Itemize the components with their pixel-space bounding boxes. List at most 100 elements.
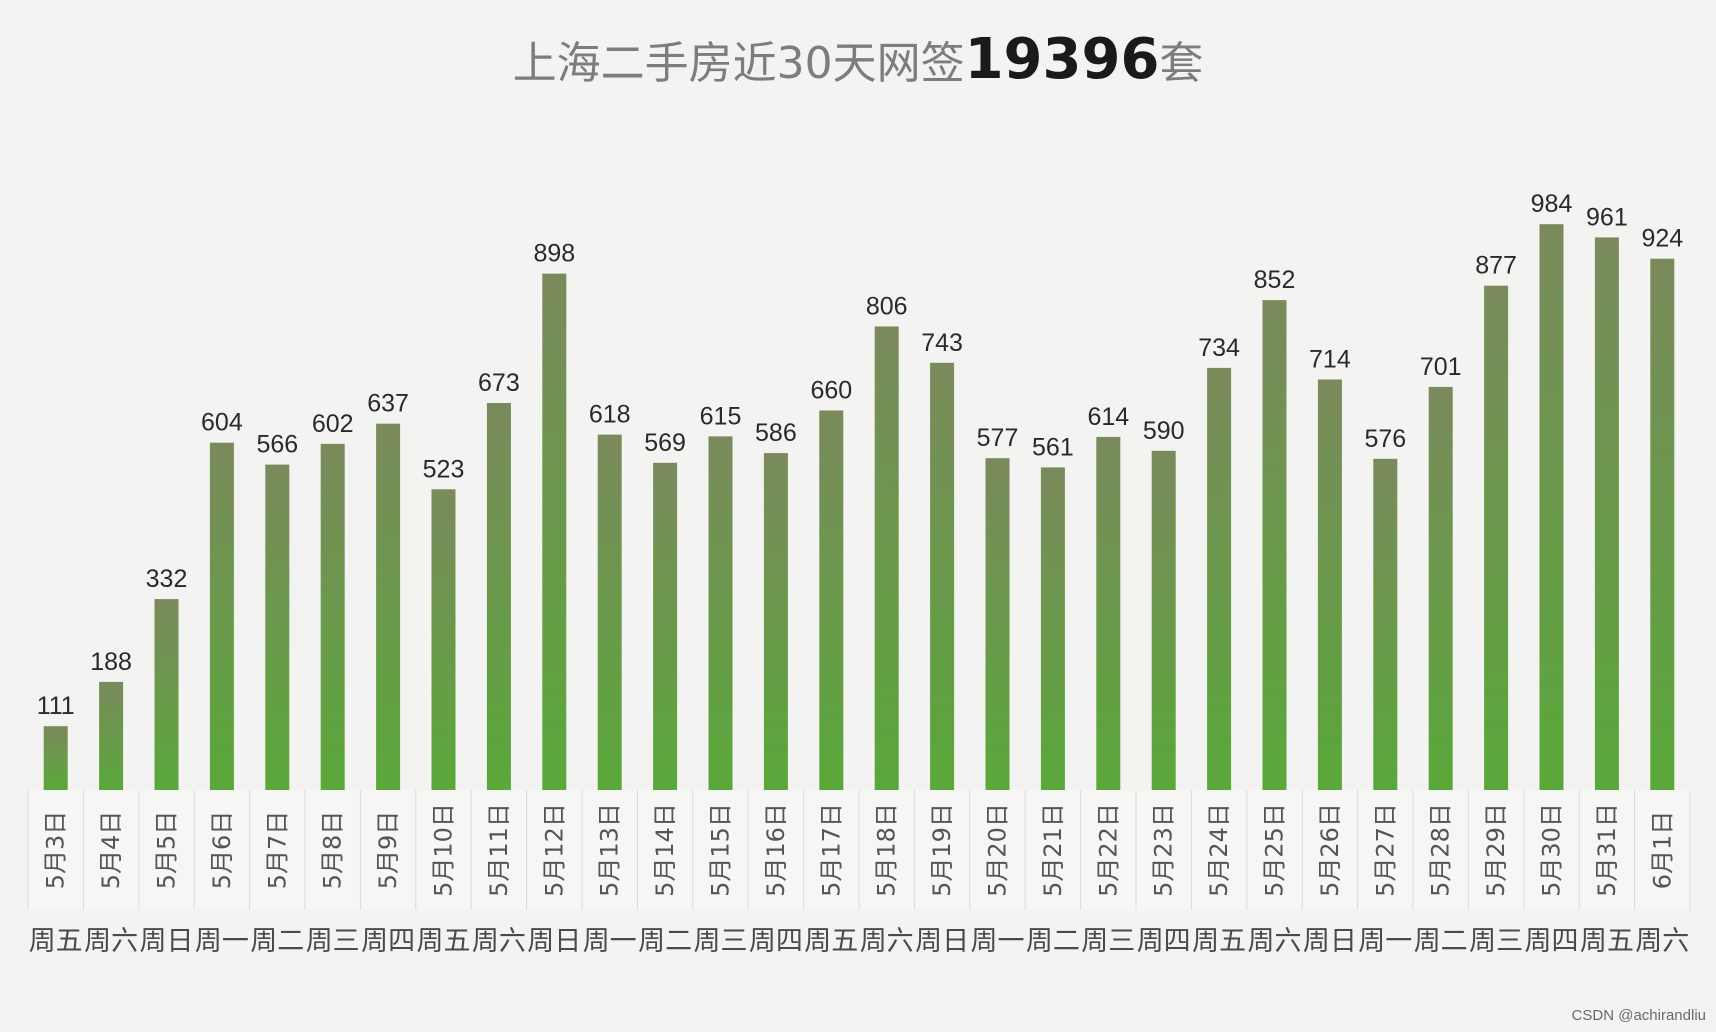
data-label: 615 (700, 402, 742, 430)
bar (763, 453, 788, 790)
tick-label-date: 5月8日 (319, 811, 347, 890)
data-label: 569 (644, 429, 686, 457)
tick-label-weekday: 周六 (84, 926, 138, 957)
bar (1539, 224, 1564, 790)
bar (1040, 467, 1065, 790)
tick-label-date: 5月14日 (651, 803, 679, 897)
tick-label-date: 5月11日 (485, 803, 513, 897)
data-label: 618 (589, 401, 631, 429)
data-label: 590 (1143, 417, 1185, 445)
bar (154, 599, 179, 790)
tick-label-weekday: 周二 (1026, 926, 1080, 957)
data-label: 332 (146, 565, 188, 593)
tick-label-date: 5月9日 (374, 811, 402, 890)
tick-label-date: 5月28日 (1427, 803, 1455, 897)
bar (653, 462, 678, 790)
tick-label-date: 5月18日 (873, 803, 901, 897)
bar (708, 436, 733, 790)
bar (1594, 237, 1619, 790)
data-label: 743 (921, 329, 963, 357)
tick-label-date: 5月17日 (817, 803, 845, 897)
tick-label-date: 5月27日 (1371, 803, 1399, 897)
bar (542, 273, 567, 791)
data-label: 714 (1309, 346, 1351, 374)
bar (486, 403, 511, 790)
tick-label-weekday: 周三 (694, 926, 748, 957)
tick-label-date: 5月23日 (1150, 803, 1178, 897)
data-label: 701 (1420, 353, 1462, 381)
data-label: 852 (1254, 266, 1296, 294)
data-label: 577 (977, 424, 1019, 452)
bar (209, 442, 234, 790)
tick-label-date: 5月20日 (984, 803, 1012, 897)
bar (1428, 386, 1453, 790)
tick-label-weekday: 周一 (583, 926, 637, 957)
tick-label-date: 5月7日 (263, 811, 291, 890)
tick-label-weekday: 周三 (306, 926, 360, 957)
data-label: 673 (478, 369, 520, 397)
bar (265, 464, 290, 790)
data-label: 566 (256, 431, 298, 459)
value-labels-layer: 111 188 332 604 566 602 637 523 673 898 618 569 615 5… (37, 190, 1684, 720)
bar (1096, 436, 1121, 790)
tick-label-weekday: 周六 (860, 926, 914, 957)
tick-label-date: 5月25日 (1261, 803, 1289, 897)
tick-label-weekday: 周五 (29, 926, 83, 957)
data-label: 924 (1641, 225, 1683, 253)
data-label: 111 (37, 692, 75, 720)
tick-label-weekday: 周日 (915, 926, 969, 957)
watermark-text: CSDN @achirandliu (1571, 1007, 1706, 1024)
title-suffix: 套 (1159, 38, 1203, 89)
data-label: 602 (312, 410, 354, 438)
data-label: 637 (367, 390, 409, 418)
tick-label-weekday: 周日 (1303, 926, 1357, 957)
data-label: 576 (1364, 425, 1406, 453)
bar (376, 423, 401, 790)
bar (431, 489, 456, 790)
chart-title: 上海二手房近30天网签19396套 (513, 27, 1204, 92)
tick-label-weekday: 周六 (472, 926, 526, 957)
tick-label-weekday: 周五 (804, 926, 858, 957)
bar (930, 362, 955, 790)
bar (1151, 450, 1176, 791)
tick-label-date: 5月15日 (707, 803, 735, 897)
title-prefix: 上海二手房近30天网签 (513, 38, 965, 89)
tick-label-date: 5月30日 (1538, 803, 1566, 897)
bars-layer (43, 224, 1675, 791)
tick-label-weekday: 周二 (638, 926, 692, 957)
data-label: 604 (201, 409, 243, 437)
bar (43, 726, 68, 790)
data-label: 806 (866, 293, 908, 321)
tick-label-date: 5月16日 (762, 803, 790, 897)
bar (1650, 258, 1675, 790)
bar (1317, 379, 1342, 790)
tick-label-weekday: 周五 (417, 926, 471, 957)
tick-label-date: 5月24日 (1205, 803, 1233, 897)
bar (1262, 300, 1287, 790)
tick-label-date: 6月1日 (1648, 811, 1676, 890)
bar (819, 410, 844, 790)
tick-label-weekday: 周一 (971, 926, 1025, 957)
data-label: 561 (1032, 433, 1074, 461)
tick-label-date: 5月19日 (928, 803, 956, 897)
data-label: 961 (1586, 203, 1628, 231)
tick-label-weekday: 周一 (195, 926, 249, 957)
tick-label-weekday: 周日 (140, 926, 194, 957)
data-label: 877 (1475, 252, 1517, 280)
data-label: 734 (1198, 334, 1240, 362)
tick-label-date: 5月22日 (1094, 803, 1122, 897)
bar (99, 681, 124, 790)
data-label: 614 (1087, 403, 1129, 431)
tick-label-weekday: 周五 (1580, 926, 1634, 957)
tick-label-weekday: 周日 (527, 926, 581, 957)
bar (597, 434, 622, 790)
bar (320, 443, 345, 790)
tick-label-weekday: 周四 (749, 926, 803, 957)
tick-label-date: 5月3日 (42, 811, 70, 890)
tick-label-weekday: 周一 (1358, 926, 1412, 957)
tick-label-weekday: 周二 (250, 926, 304, 957)
tick-label-weekday: 周三 (1469, 926, 1523, 957)
